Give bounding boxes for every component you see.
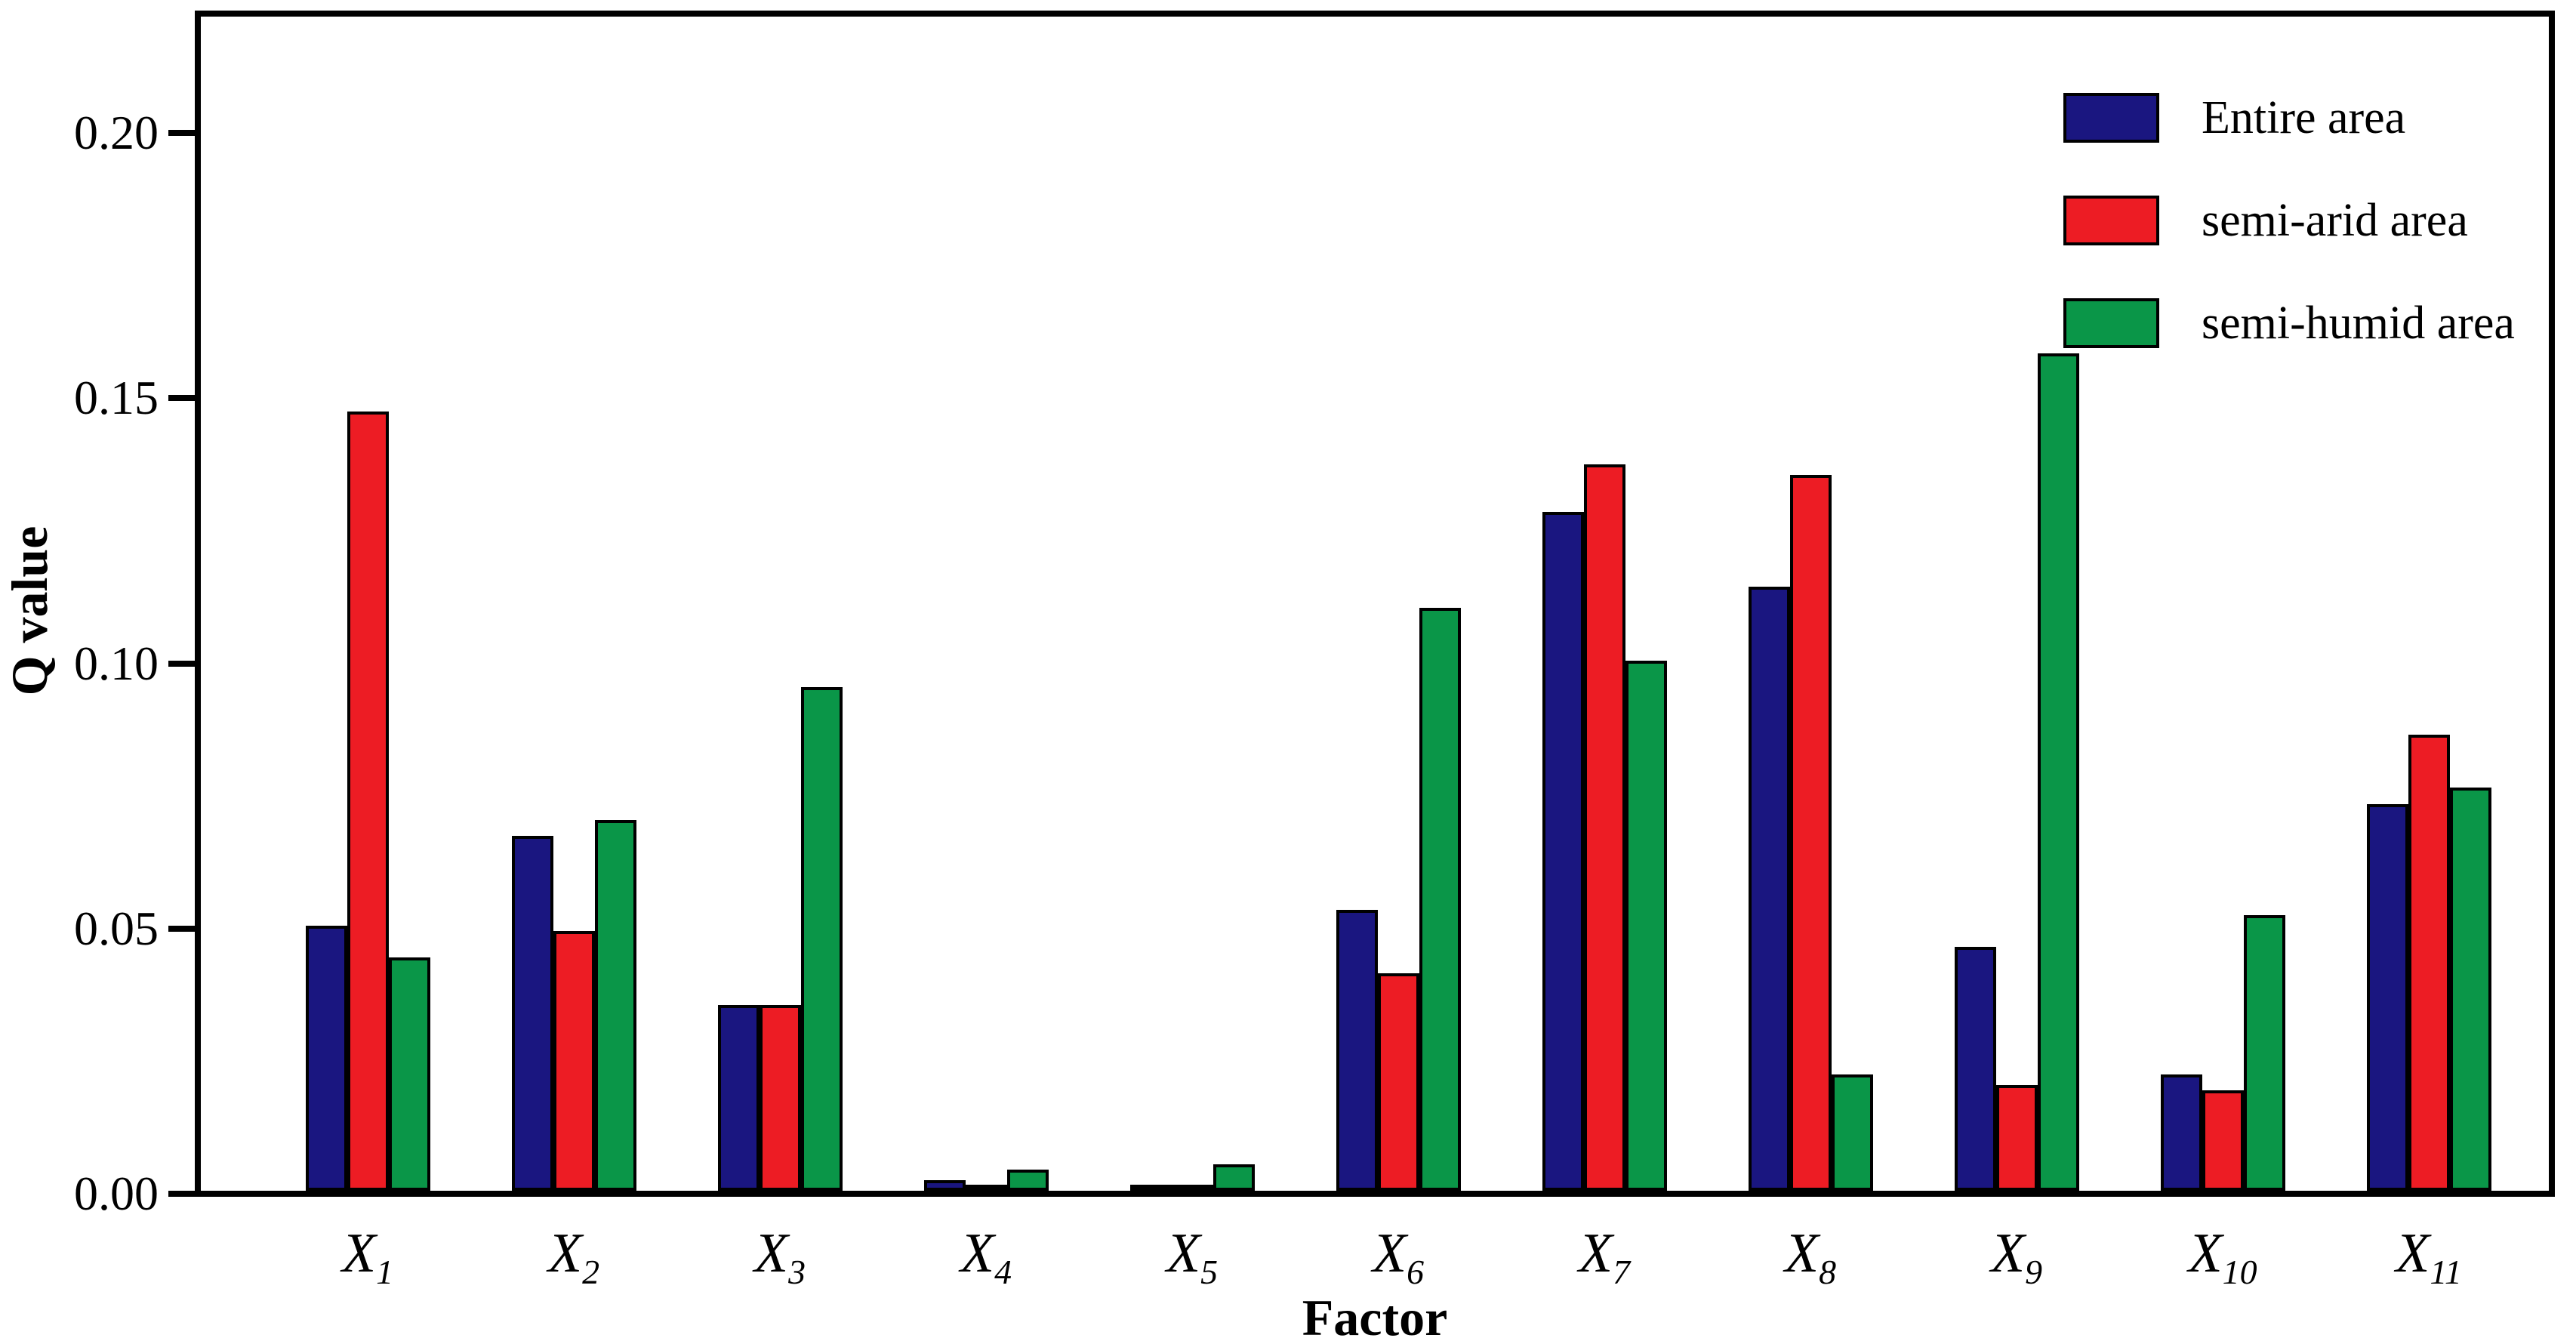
- bar-x8-semi-humid-area: [1831, 1074, 1873, 1191]
- bar-x2-semi-arid-area: [553, 931, 595, 1191]
- bar-x1-semi-humid-area: [388, 957, 430, 1191]
- y-tick-0.15: [168, 395, 195, 402]
- y-tick-label-0.20: 0.20: [74, 106, 159, 160]
- bar-x2-entire-area: [511, 835, 553, 1191]
- bar-x6-semi-humid-area: [1419, 607, 1461, 1191]
- bar-x6-entire-area: [1336, 909, 1378, 1191]
- bar-x9-semi-humid-area: [2037, 353, 2079, 1191]
- bar-x7-entire-area: [1542, 512, 1584, 1191]
- x-tick-label-x5: X5: [1166, 1222, 1219, 1291]
- x-tick-label-x8: X8: [1784, 1222, 1837, 1291]
- x-tick-label-x3: X3: [753, 1222, 806, 1291]
- bar-x3-entire-area: [717, 1005, 760, 1191]
- bar-x1-semi-arid-area: [347, 412, 389, 1191]
- y-tick-label-0.00: 0.00: [74, 1167, 159, 1220]
- legend-item-semi-arid-area: semi-arid area: [2063, 195, 2515, 246]
- legend-label-entire-area: Entire area: [2202, 91, 2406, 143]
- legend-label-semi-humid-area: semi-humid area: [2202, 297, 2515, 349]
- x-tick-label-x9: X9: [1990, 1222, 2043, 1291]
- x-tick-label-x1: X1: [341, 1222, 394, 1291]
- bar-x3-semi-humid-area: [800, 687, 843, 1191]
- bar-x8-entire-area: [1748, 586, 1790, 1191]
- x-tick-label-x6: X6: [1372, 1222, 1425, 1291]
- bar-x9-semi-arid-area: [1995, 1084, 2038, 1191]
- bar-x11-entire-area: [2366, 803, 2408, 1191]
- y-tick-label-0.10: 0.10: [74, 636, 159, 690]
- bar-x6-semi-arid-area: [1377, 973, 1419, 1191]
- bar-x2-semi-humid-area: [594, 819, 636, 1191]
- bar-x7-semi-humid-area: [1625, 661, 1667, 1191]
- x-tick-label-x10: X10: [2188, 1222, 2257, 1291]
- legend: Entire area semi-arid area semi-humid area: [2063, 92, 2515, 400]
- bar-x3-semi-arid-area: [759, 1005, 801, 1191]
- legend-label-semi-arid-area: semi-arid area: [2202, 194, 2468, 246]
- y-axis-title: Q value: [1, 526, 58, 696]
- bar-x5-semi-arid-area: [1171, 1185, 1213, 1191]
- bar-x1-entire-area: [305, 926, 347, 1191]
- x-tick-label-x4: X4: [960, 1222, 1012, 1291]
- bar-x8-semi-arid-area: [1789, 475, 1832, 1191]
- bar-x4-semi-humid-area: [1006, 1169, 1049, 1191]
- bar-x9-entire-area: [1954, 947, 1996, 1191]
- legend-swatch-semi-arid-area: [2063, 196, 2159, 245]
- y-tick-label-0.15: 0.15: [74, 371, 159, 425]
- x-tick-label-x2: X2: [547, 1222, 600, 1291]
- plot-area: [201, 17, 2549, 1191]
- bar-x7-semi-arid-area: [1583, 464, 1625, 1191]
- bar-x10-semi-arid-area: [2202, 1090, 2244, 1191]
- legend-swatch-semi-humid-area: [2063, 298, 2159, 348]
- bar-x11-semi-humid-area: [2449, 788, 2491, 1191]
- bar-x4-entire-area: [923, 1179, 966, 1191]
- y-tick-0.00: [168, 1191, 195, 1197]
- y-tick-0.05: [168, 925, 195, 932]
- y-tick-0.10: [168, 660, 195, 667]
- y-tick-label-0.05: 0.05: [74, 901, 159, 955]
- bar-x11-semi-arid-area: [2408, 735, 2450, 1191]
- x-tick-label-x11: X11: [2396, 1222, 2462, 1291]
- x-axis-title: Factor: [1302, 1289, 1448, 1341]
- legend-item-semi-humid-area: semi-humid area: [2063, 297, 2515, 349]
- legend-item-entire-area: Entire area: [2063, 92, 2515, 143]
- bar-x5-entire-area: [1129, 1185, 1172, 1191]
- y-tick-0.20: [168, 130, 195, 137]
- bar-x10-entire-area: [2160, 1074, 2202, 1191]
- legend-swatch-entire-area: [2063, 93, 2159, 143]
- bar-x4-semi-arid-area: [965, 1185, 1007, 1191]
- x-tick-label-x7: X7: [1578, 1222, 1631, 1291]
- bar-x10-semi-humid-area: [2243, 914, 2285, 1191]
- bar-x5-semi-humid-area: [1213, 1164, 1255, 1191]
